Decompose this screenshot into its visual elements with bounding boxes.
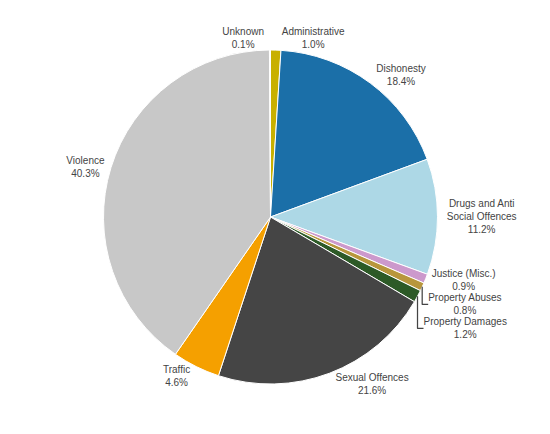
- svg-text:Unknown0.1%: Unknown0.1%: [222, 26, 264, 50]
- svg-text:Property Abuses0.8%: Property Abuses0.8%: [428, 292, 501, 316]
- svg-text:Traffic4.6%: Traffic4.6%: [163, 364, 190, 388]
- svg-text:Administrative1.0%: Administrative1.0%: [282, 26, 345, 50]
- svg-text:Dishonesty18.4%: Dishonesty18.4%: [376, 63, 425, 87]
- svg-text:Sexual Offences21.6%: Sexual Offences21.6%: [335, 372, 408, 396]
- svg-text:Violence40.3%: Violence40.3%: [66, 155, 105, 179]
- svg-text:Drugs and AntiSocial Offences1: Drugs and AntiSocial Offences11.2%: [447, 198, 517, 235]
- svg-text:Justice (Misc.)0.9%: Justice (Misc.)0.9%: [432, 268, 496, 292]
- svg-text:Property Damages1.2%: Property Damages1.2%: [424, 316, 507, 340]
